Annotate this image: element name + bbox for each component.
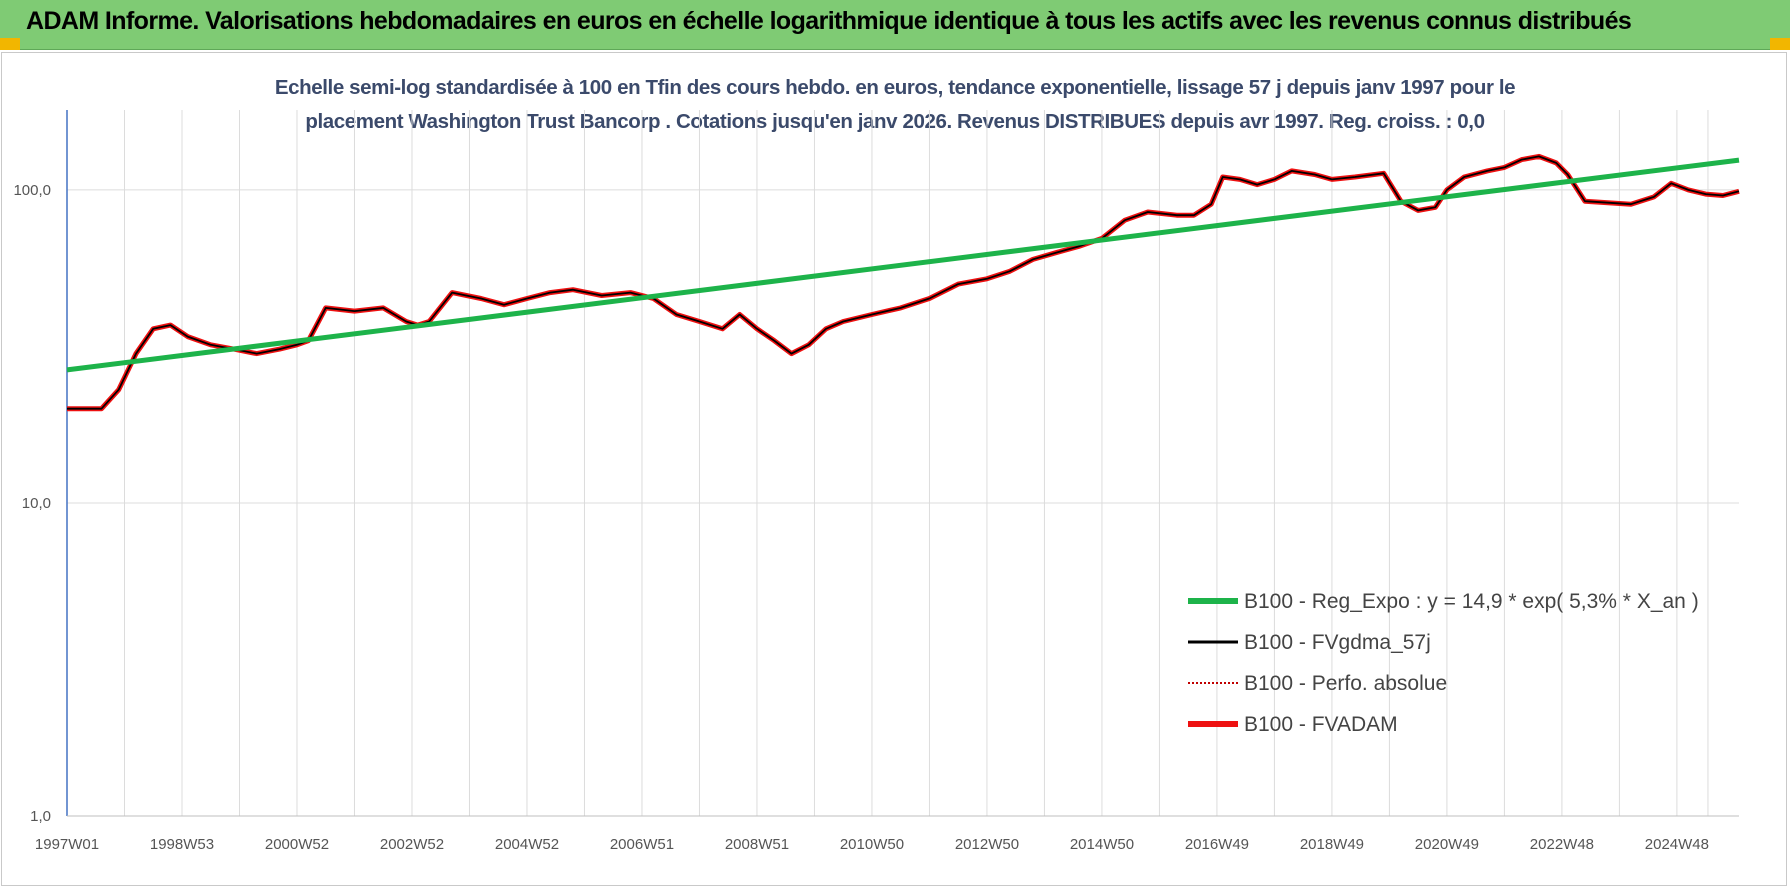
legend-label: B100 - FVgdma_57j — [1244, 631, 1431, 654]
x-tick-label: 2022W48 — [1530, 836, 1594, 853]
series-line — [66, 157, 1740, 373]
x-tick-label: 2024W48 — [1645, 836, 1709, 853]
x-tick-label: 2014W50 — [1070, 836, 1134, 853]
x-tick-label: 2010W50 — [840, 836, 904, 853]
x-tick-label: 2016W49 — [1185, 836, 1249, 853]
chart-title-line-2: placement Washington Trust Bancorp . Cot… — [305, 110, 1485, 133]
page-title: ADAM Informe. Valorisations hebdomadaire… — [26, 7, 1632, 35]
x-tick-label: 2018W49 — [1300, 836, 1364, 853]
y-tick-label: 10,0 — [22, 495, 51, 512]
x-tick-label: 1998W53 — [150, 836, 214, 853]
x-tick-label: 2012W50 — [955, 836, 1019, 853]
y-tick-label: 100,0 — [13, 182, 51, 199]
corner-marker-top-right — [1770, 38, 1790, 50]
x-tick-label: 2000W52 — [265, 836, 329, 853]
corner-marker-top-left — [0, 38, 20, 50]
chart-title-line-1: Echelle semi-log standardisée à 100 en T… — [274, 76, 1516, 99]
y-tick-label: 1,0 — [30, 808, 51, 825]
legend-label: B100 - Reg_Expo : y = 14,9 * exp( 5,3% *… — [1244, 590, 1699, 613]
x-tick-label: 2020W49 — [1415, 836, 1479, 853]
chart-frame — [1, 52, 1787, 886]
x-tick-label: 2008W51 — [725, 836, 789, 853]
x-tick-label: 1997W01 — [35, 836, 99, 853]
x-tick-label: 2002W52 — [380, 836, 444, 853]
series-line — [67, 155, 1740, 410]
x-tick-label: 2004W52 — [495, 836, 559, 853]
legend-label: B100 - Perfo. absolue — [1244, 672, 1447, 695]
series-line — [67, 153, 1740, 412]
legend-label: B100 - FVADAM — [1244, 713, 1398, 736]
x-tick-label: 2006W51 — [610, 836, 674, 853]
title-banner: ADAM Informe. Valorisations hebdomadaire… — [0, 0, 1790, 50]
